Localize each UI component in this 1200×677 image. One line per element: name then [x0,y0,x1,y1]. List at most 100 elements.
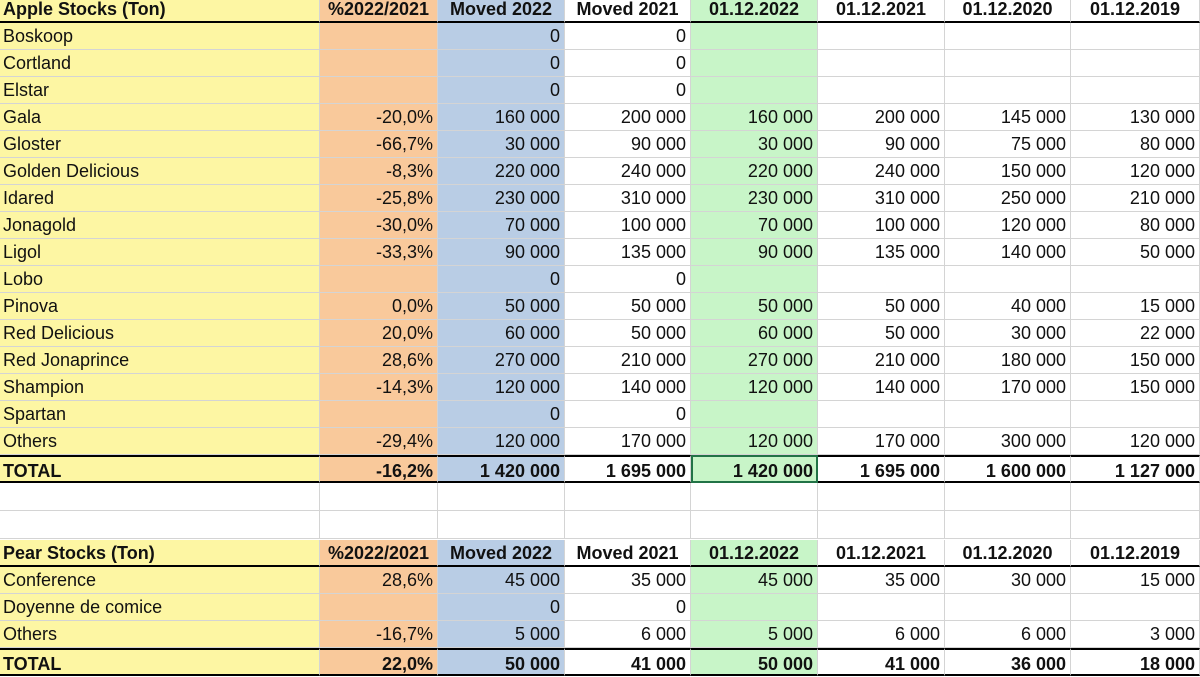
cell: 80 000 [1071,131,1200,158]
cell: -25,8% [320,185,438,212]
cell: 41 000 [565,648,691,676]
cell: 170 000 [565,428,691,455]
cell: 6 000 [565,621,691,648]
cell: 30 000 [945,320,1071,347]
cell: 50 000 [818,293,945,320]
cell: Golden Delicious [0,158,320,185]
cell [565,511,691,539]
cell: Red Delicious [0,320,320,347]
cell: 145 000 [945,104,1071,131]
cell [320,77,438,104]
cell [691,594,818,621]
cell: Moved 2022 [438,540,565,567]
cell: TOTAL [0,648,320,676]
cell [818,594,945,621]
cell [1071,266,1200,293]
cell: Conference [0,567,320,594]
cell: 20,0% [320,320,438,347]
cell: 120 000 [438,428,565,455]
cell: 60 000 [691,320,818,347]
cell: -20,0% [320,104,438,131]
cell: TOTAL [0,455,320,483]
cell [320,401,438,428]
cell: 150 000 [945,158,1071,185]
cell: -16,2% [320,455,438,483]
cell [945,401,1071,428]
cell: Lobo [0,266,320,293]
cell: 120 000 [691,374,818,401]
cell: 5 000 [438,621,565,648]
cell: Shampion [0,374,320,401]
cell: Pinova [0,293,320,320]
cell: Gloster [0,131,320,158]
cell: Ligol [0,239,320,266]
cell: 270 000 [691,347,818,374]
cell: 120 000 [1071,158,1200,185]
cell: 35 000 [818,567,945,594]
cell: 100 000 [818,212,945,239]
cell [1071,23,1200,50]
cell: Cortland [0,50,320,77]
cell: 0 [565,23,691,50]
cell: 0 [565,50,691,77]
cell: 35 000 [565,567,691,594]
cell: 0,0% [320,293,438,320]
cell: 15 000 [1071,293,1200,320]
cell: 300 000 [945,428,1071,455]
cell: 135 000 [818,239,945,266]
cell: 130 000 [1071,104,1200,131]
cell: 170 000 [818,428,945,455]
cell [0,483,320,511]
cell [438,483,565,511]
cell: 28,6% [320,567,438,594]
cell [691,483,818,511]
cell: 310 000 [818,185,945,212]
cell: 1 600 000 [945,455,1071,483]
cell [320,23,438,50]
cell: -33,3% [320,239,438,266]
cell: Others [0,428,320,455]
cell: 240 000 [565,158,691,185]
cell: 0 [565,401,691,428]
cell: %2022/2021 [320,540,438,567]
cell: -14,3% [320,374,438,401]
cell [1071,77,1200,104]
cell: 30 000 [691,131,818,158]
cell: 50 000 [438,648,565,676]
cell: 15 000 [1071,567,1200,594]
cell: 01.12.2021 [818,540,945,567]
cell [1071,50,1200,77]
cell: 220 000 [438,158,565,185]
cell: 0 [565,594,691,621]
cell: 250 000 [945,185,1071,212]
cell: 0 [565,266,691,293]
cell [945,511,1071,539]
cell: 90 000 [565,131,691,158]
cell: 0 [438,23,565,50]
cell [1071,401,1200,428]
cell: Others [0,621,320,648]
cell: 90 000 [818,131,945,158]
cell [691,50,818,77]
cell: 22 000 [1071,320,1200,347]
cell: 1 695 000 [565,455,691,483]
cell: 80 000 [1071,212,1200,239]
cell: 220 000 [691,158,818,185]
cell [691,266,818,293]
cell: 41 000 [818,648,945,676]
cell: 01.12.2021 [818,0,945,23]
cell: Moved 2021 [565,540,691,567]
cell [691,511,818,539]
cell: 50 000 [438,293,565,320]
cell [691,23,818,50]
cell [945,77,1071,104]
cell [320,483,438,511]
cell: 60 000 [438,320,565,347]
cell: Boskoop [0,23,320,50]
cell: 3 000 [1071,621,1200,648]
cell: 45 000 [438,567,565,594]
cell: 28,6% [320,347,438,374]
cell: 01.12.2019 [1071,0,1200,23]
cell [818,401,945,428]
